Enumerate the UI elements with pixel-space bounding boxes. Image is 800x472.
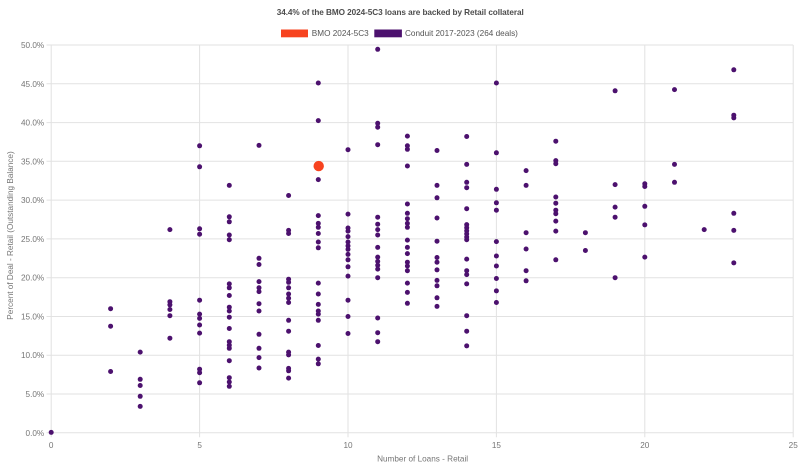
svg-text:10: 10 <box>343 441 353 450</box>
svg-text:20: 20 <box>640 441 650 450</box>
svg-text:30.0%: 30.0% <box>21 196 44 205</box>
svg-text:35.0%: 35.0% <box>21 157 44 166</box>
svg-text:Conduit 2017-2023 (264 deals): Conduit 2017-2023 (264 deals) <box>405 29 518 38</box>
svg-text:45.0%: 45.0% <box>21 80 44 89</box>
svg-text:34.4% of the BMO 2024-5C3 loan: 34.4% of the BMO 2024-5C3 loans are back… <box>277 8 524 17</box>
svg-text:15.0%: 15.0% <box>21 313 44 322</box>
svg-text:0: 0 <box>49 441 54 450</box>
svg-text:Percent of Deal - Retail (Outs: Percent of Deal - Retail (Outstanding Ba… <box>6 151 15 320</box>
svg-text:20.0%: 20.0% <box>21 274 44 283</box>
svg-text:0.0%: 0.0% <box>26 429 45 438</box>
svg-text:10.0%: 10.0% <box>21 351 44 360</box>
svg-text:40.0%: 40.0% <box>21 119 44 128</box>
svg-text:15: 15 <box>492 441 502 450</box>
svg-text:BMO 2024-5C3: BMO 2024-5C3 <box>312 29 369 38</box>
svg-text:5.0%: 5.0% <box>26 390 45 399</box>
svg-text:50.0%: 50.0% <box>21 41 44 50</box>
svg-text:Number of Loans - Retail: Number of Loans - Retail <box>377 455 468 464</box>
svg-text:25.0%: 25.0% <box>21 235 44 244</box>
svg-text:5: 5 <box>197 441 202 450</box>
svg-text:25: 25 <box>789 441 799 450</box>
